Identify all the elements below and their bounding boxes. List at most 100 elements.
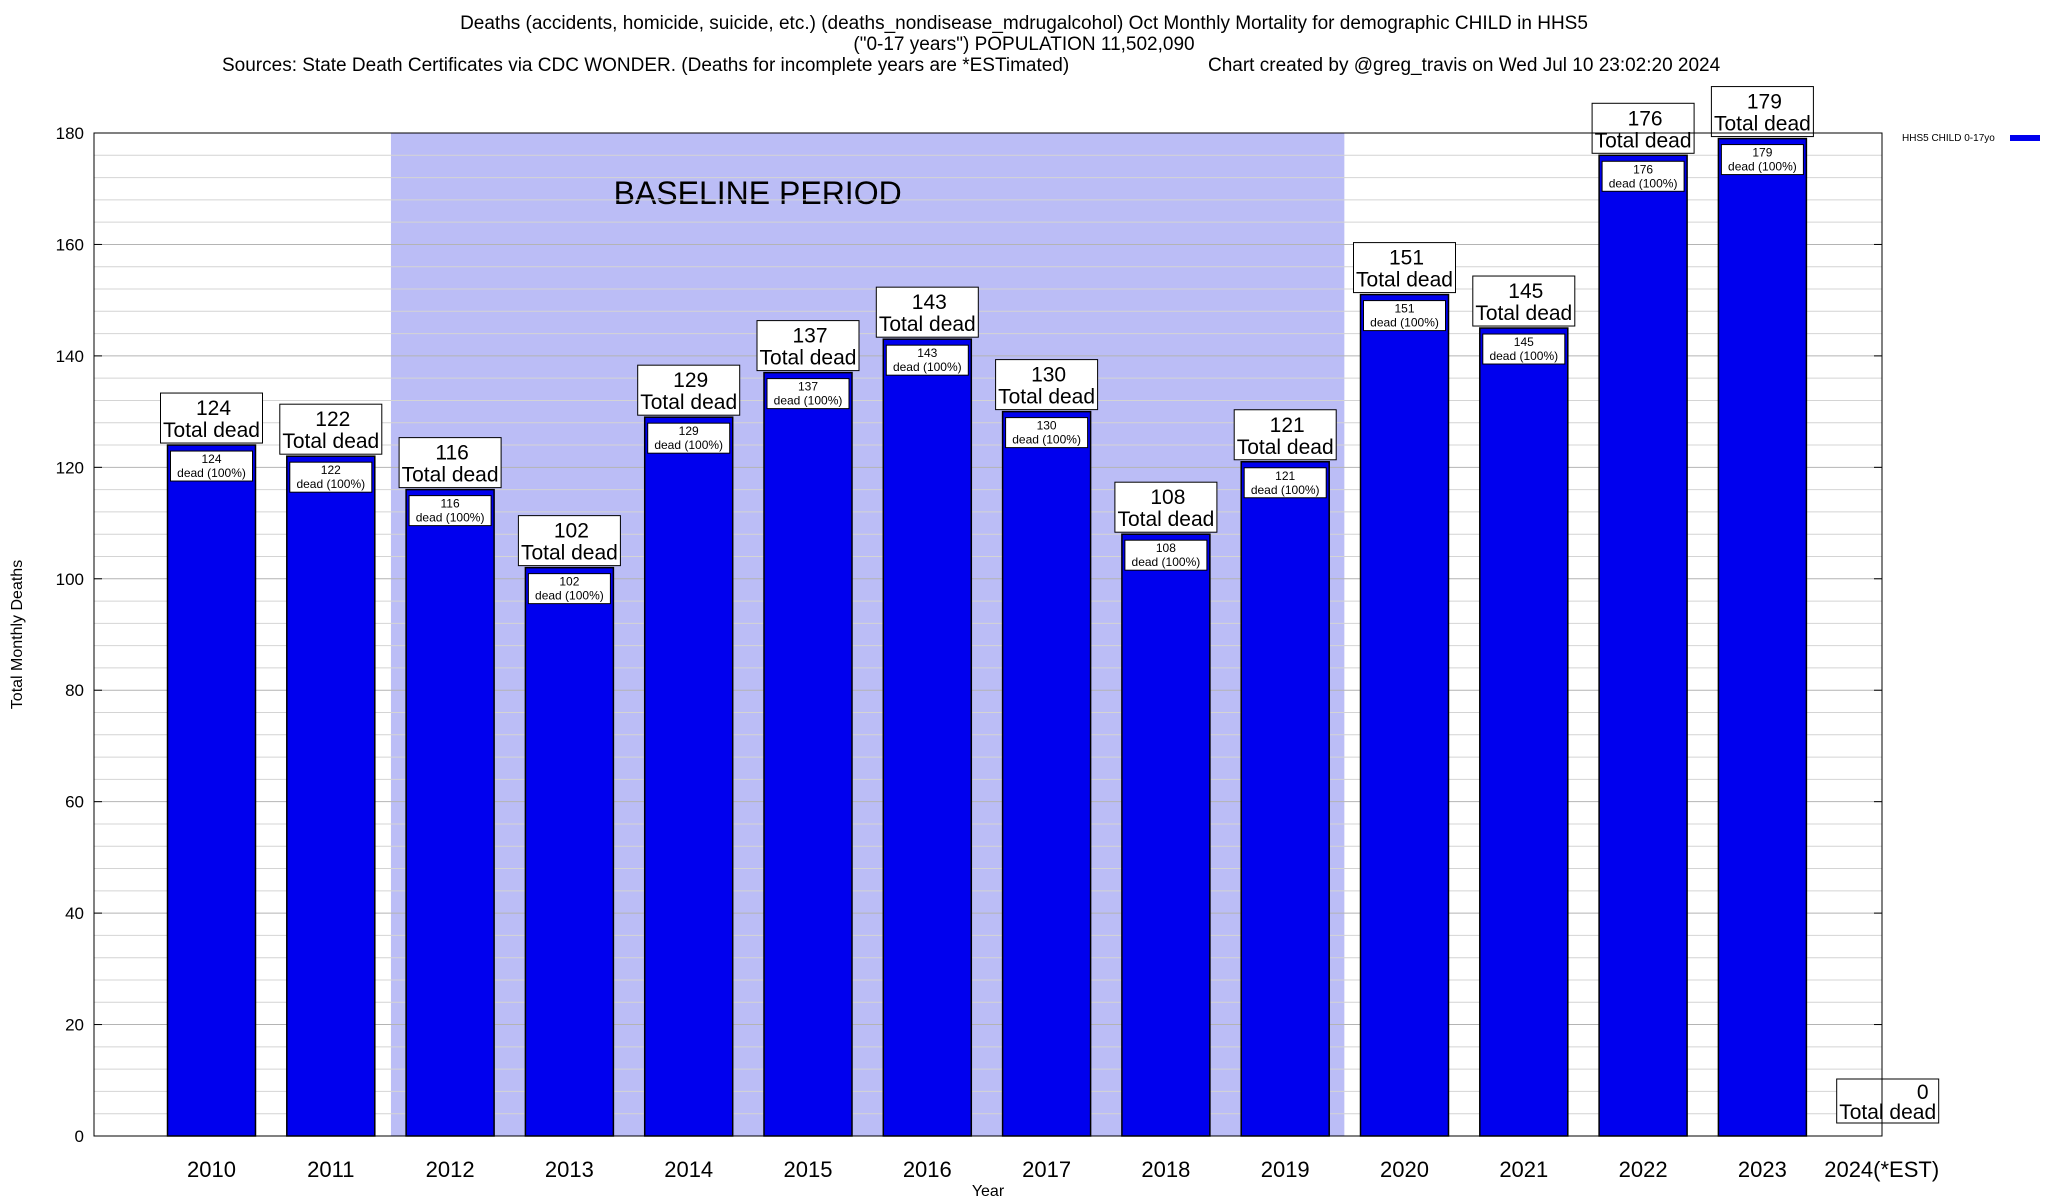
chart-sources: Sources: State Death Certificates via CD… bbox=[222, 55, 1070, 76]
x-tick-label: 2020 bbox=[1380, 1157, 1429, 1182]
x-tick-label: 2011 bbox=[307, 1157, 354, 1182]
bar-top-value: 145 bbox=[1508, 280, 1543, 303]
x-tick-label: 2013 bbox=[545, 1157, 594, 1182]
bar-inner-label-box bbox=[289, 461, 373, 493]
bar-top-label-box bbox=[279, 403, 383, 455]
bar bbox=[524, 566, 615, 1137]
bar-top-caption: Total dead bbox=[1714, 113, 1811, 136]
x-tick-label: 2014 bbox=[664, 1157, 713, 1182]
bar bbox=[1479, 327, 1569, 1137]
x-tick-label: 2018 bbox=[1141, 1157, 1190, 1182]
bar-top-caption: Total dead bbox=[1475, 302, 1572, 325]
y-tick-label: 160 bbox=[56, 235, 84, 254]
bar-top-value: 124 bbox=[196, 397, 231, 420]
bar-top-caption: Total dead bbox=[1237, 436, 1334, 459]
bar-inner-value: 130 bbox=[1037, 419, 1057, 433]
chart-title-line1: Deaths (accidents, homicide, suicide, et… bbox=[460, 13, 1588, 34]
y-tick-label: 100 bbox=[56, 570, 84, 589]
bar-top-label-box bbox=[398, 437, 502, 489]
bar-top-value: 130 bbox=[1031, 364, 1066, 387]
bar-top-value: 151 bbox=[1389, 247, 1424, 270]
bar-top-label-box bbox=[1233, 409, 1337, 461]
legend-swatch bbox=[2010, 135, 2040, 141]
bar-inner-label-box bbox=[885, 344, 969, 376]
bar-inner-label-box bbox=[1005, 417, 1089, 449]
bar-top-value: 179 bbox=[1747, 91, 1782, 114]
bar-inner-label-box bbox=[1720, 144, 1804, 176]
bar-top-value: 108 bbox=[1150, 486, 1185, 509]
bar-top-label-box bbox=[517, 515, 621, 567]
bar-inner-caption: dead (100%) bbox=[1370, 316, 1439, 330]
x-tick-label: 2024(*EST) bbox=[1824, 1157, 1939, 1182]
bar bbox=[405, 488, 495, 1137]
bar-top-caption: Total dead bbox=[1117, 508, 1214, 531]
x-tick-label: 2012 bbox=[426, 1157, 475, 1182]
bar bbox=[1359, 293, 1450, 1137]
bar-inner-caption: dead (100%) bbox=[296, 477, 365, 491]
x-tick-label: 2021 bbox=[1499, 1157, 1548, 1182]
bar-top-label-box bbox=[995, 359, 1099, 411]
bar-inner-caption: dead (100%) bbox=[177, 466, 246, 480]
bar-inner-caption: dead (100%) bbox=[1132, 555, 1201, 569]
bar-inner-label-box bbox=[1363, 300, 1446, 332]
bar-inner-caption: dead (100%) bbox=[1489, 349, 1558, 363]
baseline-label: BASELINE PERIOD bbox=[614, 175, 902, 211]
bar-top-label-box bbox=[160, 392, 263, 444]
x-tick-label: 2019 bbox=[1261, 1157, 1310, 1182]
bar-inner-label-box bbox=[1482, 333, 1566, 365]
bar-inner-value: 116 bbox=[441, 497, 460, 511]
y-tick-label: 180 bbox=[56, 124, 84, 143]
bar bbox=[882, 338, 973, 1137]
y-tick-label: 20 bbox=[65, 1016, 84, 1035]
bar bbox=[1240, 461, 1330, 1137]
bar-inner-caption: dead (100%) bbox=[893, 360, 962, 374]
bar-inner-label-box bbox=[766, 378, 850, 410]
bar-top-value: 102 bbox=[554, 520, 589, 543]
bar bbox=[643, 416, 734, 1137]
bar-top-caption: Total dead bbox=[640, 391, 737, 414]
bar-inner-value: 121 bbox=[1275, 469, 1295, 483]
y-tick-label: 80 bbox=[65, 681, 84, 700]
bar bbox=[1717, 137, 1808, 1137]
bar-inner-value: 124 bbox=[201, 452, 221, 466]
bar-inner-value: 179 bbox=[1752, 146, 1772, 160]
chart-title-line2: ("0-17 years") POPULATION 11,502,090 bbox=[853, 34, 1195, 55]
bar bbox=[1001, 410, 1092, 1137]
bar-top-caption: Total dead bbox=[163, 419, 260, 442]
bar-top-value: 137 bbox=[792, 325, 827, 348]
bar-top-label-box bbox=[756, 320, 860, 372]
bar-top-label-box bbox=[875, 286, 979, 338]
bar-top-value: 116 bbox=[435, 442, 468, 465]
bar-top-value: 129 bbox=[673, 369, 708, 392]
bar-inner-value: 122 bbox=[321, 463, 341, 477]
x-axis-title: Year bbox=[972, 1183, 1005, 1200]
bar-inner-value: 108 bbox=[1156, 541, 1176, 555]
bar-inner-value: 129 bbox=[679, 424, 699, 438]
x-tick-label: 2016 bbox=[903, 1157, 952, 1182]
y-axis-title: Total Monthly Deaths bbox=[9, 560, 26, 709]
bar-inner-value: 176 bbox=[1633, 162, 1653, 176]
bar-top-value: 143 bbox=[912, 291, 947, 314]
bar-inner-caption: dead (100%) bbox=[1728, 160, 1797, 174]
bar-inner-label-box bbox=[647, 422, 731, 454]
bar-top-label-box bbox=[1114, 481, 1218, 533]
bar-top-label-box bbox=[1836, 1078, 1940, 1124]
x-tick-label: 2023 bbox=[1738, 1157, 1787, 1182]
bar-inner-label-box bbox=[408, 495, 492, 527]
x-tick-label: 2022 bbox=[1619, 1157, 1668, 1182]
bar-inner-label-box bbox=[1601, 160, 1685, 192]
bar-top-label-box bbox=[637, 364, 741, 416]
bar-top-label-box bbox=[1591, 102, 1695, 154]
x-tick-label: 2015 bbox=[784, 1157, 833, 1182]
bar-inner-caption: dead (100%) bbox=[535, 589, 604, 603]
bar-inner-value: 137 bbox=[798, 380, 818, 394]
bar-inner-value: 102 bbox=[559, 575, 579, 589]
y-tick-label: 120 bbox=[56, 458, 84, 477]
x-tick-label: 2017 bbox=[1022, 1157, 1071, 1182]
bar-top-value: 121 bbox=[1270, 414, 1305, 437]
bar-inner-label-box bbox=[1124, 539, 1208, 571]
bar-top-caption: Total dead bbox=[1839, 1101, 1936, 1124]
bar-inner-label-box bbox=[1243, 467, 1327, 499]
y-tick-label: 60 bbox=[65, 793, 84, 812]
bar-top-caption: Total dead bbox=[402, 464, 499, 487]
